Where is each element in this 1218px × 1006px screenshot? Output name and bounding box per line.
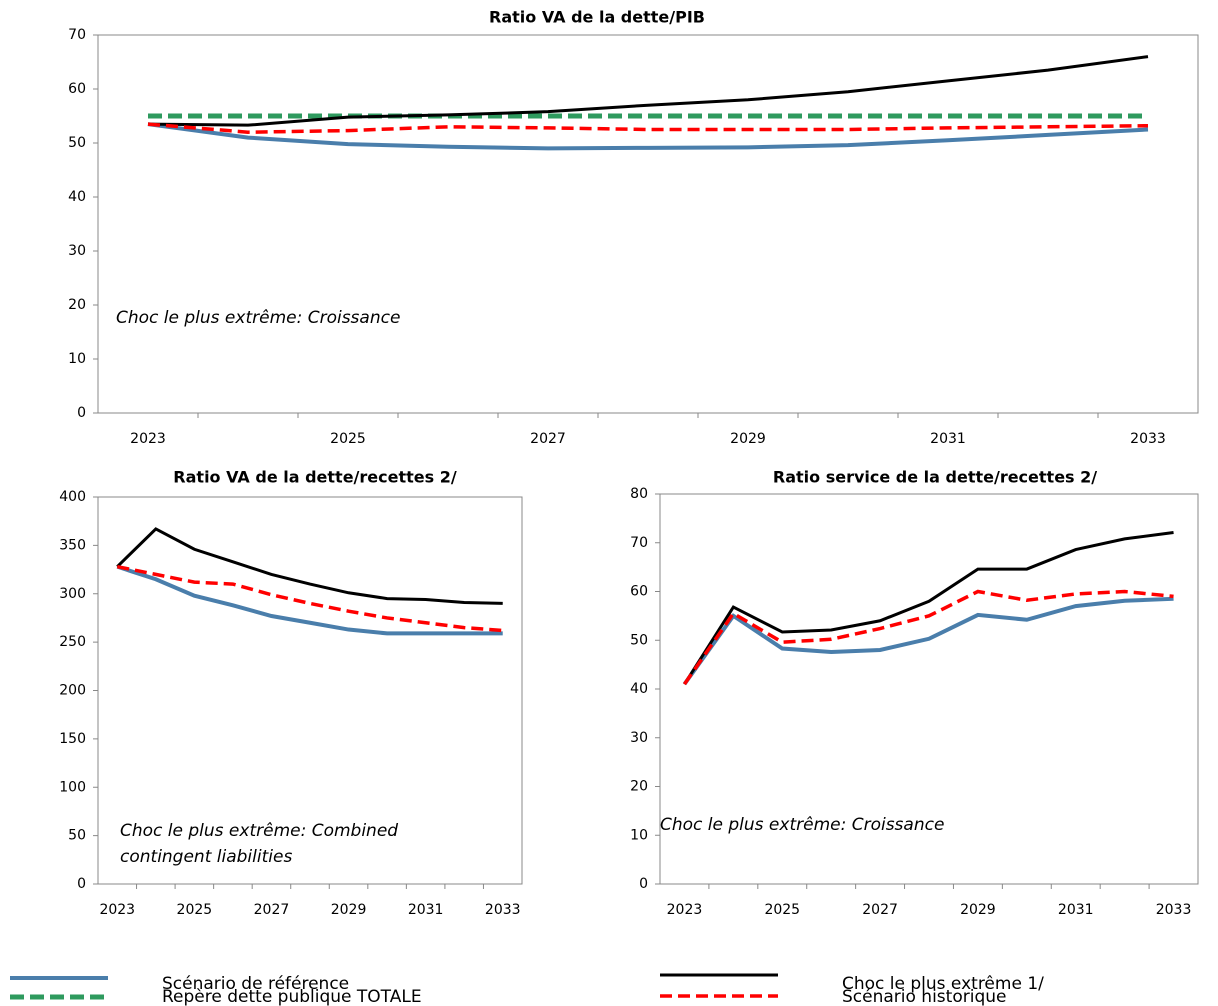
y-tick-label: 30	[630, 730, 648, 746]
series-line	[116, 564, 503, 636]
series-line	[683, 589, 1174, 686]
y-tick-label: 300	[59, 586, 86, 602]
series-line	[116, 564, 503, 633]
y-tick-label: 20	[68, 297, 86, 313]
y-tick-label: 40	[68, 189, 86, 205]
y-tick-label: 50	[630, 632, 648, 648]
annotation: Choc le plus extrême: Croissance	[660, 815, 945, 835]
y-tick-label: 60	[630, 584, 648, 600]
series-line	[147, 55, 1149, 127]
y-tick-label: 80	[630, 486, 648, 502]
annotation-box: Choc le plus extrême: Combined contingen…	[120, 821, 399, 867]
series-line	[147, 122, 1149, 134]
x-tick-label: 2033	[1156, 902, 1192, 918]
y-tick-label: 20	[630, 779, 648, 795]
x-tick-label: 2025	[177, 902, 213, 918]
x-tick-label: 2027	[530, 431, 566, 447]
plot-frame	[97, 34, 1199, 414]
x-tick-label: 2029	[331, 902, 367, 918]
y-tick-label: 10	[630, 827, 648, 843]
y-tick-label: 0	[639, 876, 648, 892]
x-tick-label: 2027	[254, 902, 290, 918]
chart-title: Ratio service de la dette/recettes 2/	[773, 468, 1097, 487]
x-tick-label: 2031	[930, 431, 966, 447]
annotation-box: Choc le plus extrême: Croissance	[116, 308, 401, 328]
y-tick-label: 30	[68, 243, 86, 259]
annotation: Choc le plus extrême: Croissance	[116, 308, 401, 328]
y-tick-label: 350	[59, 537, 86, 553]
series-line	[683, 531, 1174, 685]
chart-title: Ratio VA de la dette/recettes 2/	[173, 468, 457, 487]
x-tick-label: 2029	[730, 431, 766, 447]
x-tick-label: 2025	[764, 902, 800, 918]
series-line	[116, 527, 503, 605]
annotation: Choc le plus extrême: Combined contingen…	[120, 821, 399, 867]
x-tick-label: 2033	[1130, 431, 1166, 447]
y-tick-label: 400	[59, 489, 86, 505]
y-tick-label: 200	[59, 683, 86, 699]
series-line	[147, 122, 1149, 151]
x-tick-label: 2031	[408, 902, 444, 918]
legend-label: Repère dette publique TOTALE	[162, 987, 422, 1006]
y-tick-label: 10	[68, 351, 86, 367]
x-tick-label: 2033	[485, 902, 521, 918]
y-tick-label: 40	[630, 681, 648, 697]
y-tick-label: 100	[59, 779, 86, 795]
x-tick-label: 2023	[130, 431, 166, 447]
x-tick-label: 2027	[862, 902, 898, 918]
y-tick-label: 60	[68, 81, 86, 97]
y-tick-label: 150	[59, 731, 86, 747]
y-tick-label: 50	[68, 135, 86, 151]
x-tick-label: 2031	[1058, 902, 1094, 918]
y-tick-label: 70	[68, 27, 86, 43]
legend-label: Scénario de référence	[162, 974, 349, 994]
y-tick-label: 0	[77, 405, 86, 421]
x-tick-label: 2025	[330, 431, 366, 447]
chart-title: Ratio VA de la dette/PIB	[489, 8, 705, 27]
y-tick-label: 70	[630, 535, 648, 551]
x-tick-label: 2029	[960, 902, 996, 918]
x-tick-label: 2023	[667, 902, 703, 918]
legend-label: Scénario historique	[842, 987, 1006, 1006]
y-tick-label: 0	[77, 876, 86, 892]
annotation-box: Choc le plus extrême: Croissance	[660, 815, 945, 835]
x-tick-label: 2023	[99, 902, 135, 918]
y-tick-label: 50	[68, 828, 86, 844]
legend-label: Choc le plus extrême 1/	[842, 974, 1044, 994]
y-tick-label: 250	[59, 634, 86, 650]
series-line	[682, 596, 1174, 686]
